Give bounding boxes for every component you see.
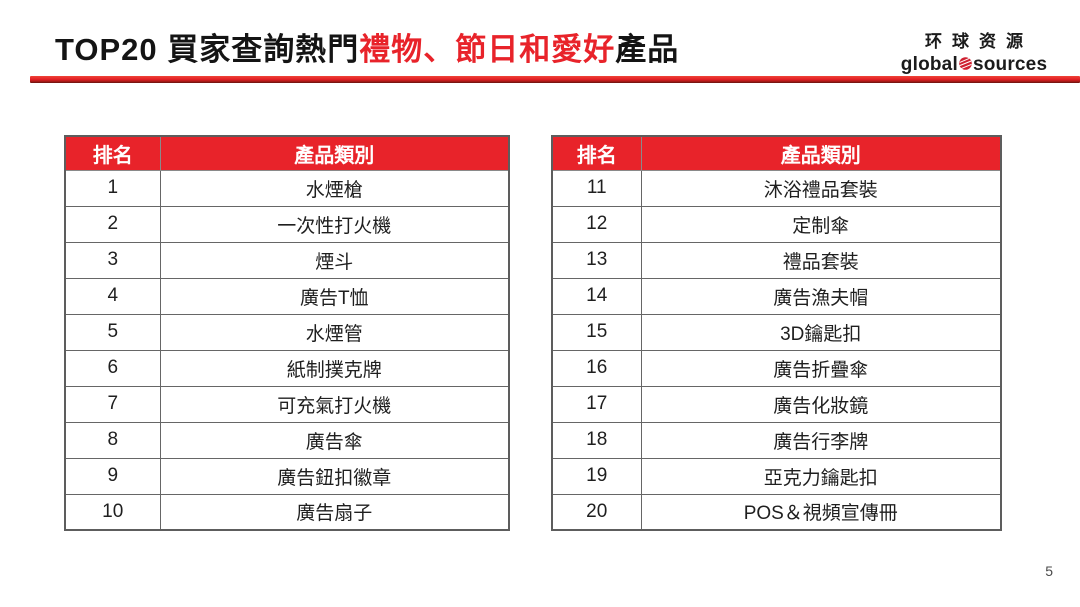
rank-cell: 6 — [64, 349, 161, 387]
page-number: 5 — [1045, 563, 1053, 579]
table-header-row: 排名 產品類別 — [551, 135, 1002, 171]
category-cell: 廣告扇子 — [159, 493, 510, 531]
category-cell: 紙制撲克牌 — [159, 349, 510, 387]
table-row: 19 亞克力鑰匙扣 — [551, 457, 1002, 495]
table-row: 2 一次性打火機 — [64, 205, 510, 243]
table-row: 16 廣告折疊傘 — [551, 349, 1002, 387]
table-row: 5 水煙管 — [64, 313, 510, 351]
table-row: 7 可充氣打火機 — [64, 385, 510, 423]
rank-cell: 9 — [64, 457, 161, 495]
rank-cell: 18 — [551, 421, 642, 459]
table-row: 14 廣告漁夫帽 — [551, 277, 1002, 315]
global-sources-logo: 环球资源 global sources — [898, 27, 1050, 76]
table-row: 9 廣告鈕扣徽章 — [64, 457, 510, 495]
rank-cell: 8 — [64, 421, 161, 459]
category-cell: 3D鑰匙扣 — [640, 313, 1002, 351]
category-cell: 廣告漁夫帽 — [640, 277, 1002, 315]
rank-cell: 3 — [64, 241, 161, 279]
table-row: 20 POS＆視頻宣傳冊 — [551, 493, 1002, 531]
table-row: 6 紙制撲克牌 — [64, 349, 510, 387]
category-column-header: 產品類別 — [159, 135, 510, 171]
rank-cell: 2 — [64, 205, 161, 243]
category-cell: 禮品套裝 — [640, 241, 1002, 279]
title-highlight: 禮物、節日和愛好 — [359, 32, 616, 67]
logo-chinese-text: 环球资源 — [925, 32, 1033, 51]
rank-cell: 10 — [64, 493, 161, 531]
table-row: 1 水煙槍 — [64, 169, 510, 207]
rank-cell: 15 — [551, 313, 642, 351]
rank-column-header: 排名 — [551, 135, 642, 171]
category-cell: 水煙槍 — [159, 169, 510, 207]
rank-cell: 11 — [551, 169, 642, 207]
title-underline — [30, 76, 1080, 83]
rank-table-1-10: 排名 產品類別 1 水煙槍 2 一次性打火機 3 煙斗 4 廣告T恤 5 水煙管 6 紙制撲克牌 7 可充… — [64, 135, 510, 531]
category-cell: 一次性打火機 — [159, 205, 510, 243]
rank-column-header: 排名 — [64, 135, 161, 171]
rank-cell: 12 — [551, 205, 642, 243]
rank-cell: 7 — [64, 385, 161, 423]
table-row: 18 廣告行李牌 — [551, 421, 1002, 459]
rank-cell: 14 — [551, 277, 642, 315]
category-cell: POS＆視頻宣傳冊 — [640, 493, 1002, 531]
category-cell: 可充氣打火機 — [159, 385, 510, 423]
table-header-row: 排名 產品類別 — [64, 135, 510, 171]
table-row: 8 廣告傘 — [64, 421, 510, 459]
category-cell: 廣告行李牌 — [640, 421, 1002, 459]
category-cell: 沐浴禮品套裝 — [640, 169, 1002, 207]
table-row: 13 禮品套裝 — [551, 241, 1002, 279]
table-row: 10 廣告扇子 — [64, 493, 510, 531]
rank-cell: 5 — [64, 313, 161, 351]
table-row: 11 沐浴禮品套裝 — [551, 169, 1002, 207]
rank-cell: 13 — [551, 241, 642, 279]
table-row: 3 煙斗 — [64, 241, 510, 279]
table-row: 4 廣告T恤 — [64, 277, 510, 315]
table-row: 12 定制傘 — [551, 205, 1002, 243]
rank-cell: 16 — [551, 349, 642, 387]
category-cell: 廣告鈕扣徽章 — [159, 457, 510, 495]
title-prefix: TOP20 買家查詢熱門 — [55, 32, 360, 67]
table-row: 17 廣告化妝鏡 — [551, 385, 1002, 423]
category-cell: 廣告折疊傘 — [640, 349, 1002, 387]
category-cell: 水煙管 — [159, 313, 510, 351]
page-title: TOP20 買家查詢熱門禮物、節日和愛好產品 — [55, 24, 679, 69]
title-suffix: 產品 — [615, 32, 680, 67]
logo-word-global: global — [900, 54, 958, 75]
rank-cell: 1 — [64, 169, 161, 207]
logo-word-sources: sources — [972, 54, 1048, 75]
category-column-header: 產品類別 — [640, 135, 1002, 171]
category-cell: 亞克力鑰匙扣 — [640, 457, 1002, 495]
table-row: 15 3D鑰匙扣 — [551, 313, 1002, 351]
category-cell: 定制傘 — [640, 205, 1002, 243]
rank-cell: 17 — [551, 385, 642, 423]
rank-table-11-20: 排名 產品類別 11 沐浴禮品套裝 12 定制傘 13 禮品套裝 14 廣告漁夫帽 15 3D鑰匙… — [551, 135, 1002, 531]
category-cell: 廣告化妝鏡 — [640, 385, 1002, 423]
logo-english-text: global sources — [898, 54, 1050, 76]
globe-dot-icon — [959, 54, 972, 76]
category-cell: 煙斗 — [159, 241, 510, 279]
category-cell: 廣告T恤 — [159, 277, 510, 315]
rank-cell: 4 — [64, 277, 161, 315]
rank-cell: 20 — [551, 493, 642, 531]
category-cell: 廣告傘 — [159, 421, 510, 459]
rank-cell: 19 — [551, 457, 642, 495]
